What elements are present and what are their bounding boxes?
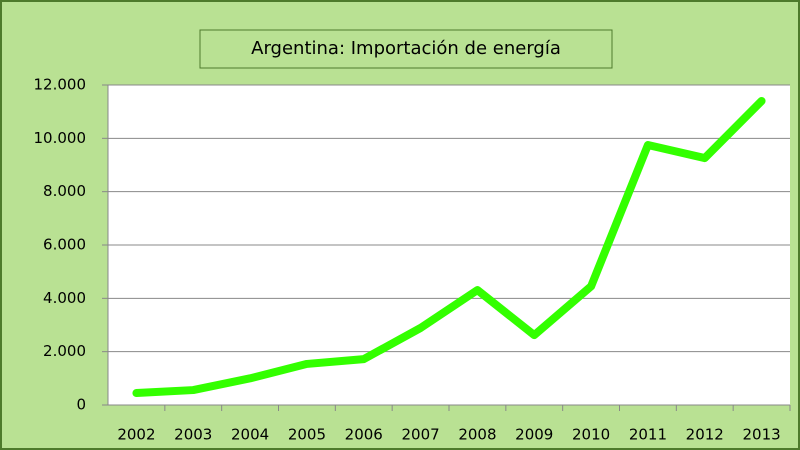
x-tick-label: 2013 [742,426,780,444]
x-tick-label: 2004 [231,426,269,444]
y-tick-label: 2.000 [43,342,86,360]
x-tick-label: 2009 [515,426,553,444]
y-tick-label: 8.000 [43,182,86,200]
data-line [132,97,766,397]
x-tick-label: 2010 [572,426,610,444]
x-tick-label: 2012 [686,426,724,444]
x-tick-label: 2006 [345,426,383,444]
y-tick-label: 0 [76,396,86,414]
y-tick-label: 6.000 [43,236,86,254]
chart-title: Argentina: Importación de energía [251,38,561,59]
y-tick-label: 12.000 [34,76,87,94]
x-tick-label: 2011 [629,426,667,444]
title-box [199,29,613,69]
y-tick-label: 10.000 [34,129,87,147]
x-tick-label: 2008 [458,426,496,444]
x-tick-label: 2007 [401,426,439,444]
y-tick-label: 4.000 [43,289,86,307]
x-tick-label: 2003 [174,426,212,444]
x-tick-label: 2002 [117,426,155,444]
x-tick-label: 2005 [288,426,326,444]
